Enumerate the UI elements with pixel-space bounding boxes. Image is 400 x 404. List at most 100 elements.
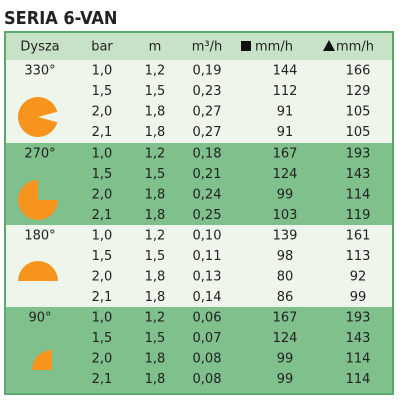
header-cell: mm/h: [255, 40, 293, 55]
cell: 167: [273, 147, 298, 162]
cell: 124: [273, 167, 298, 182]
cell: 129: [346, 84, 371, 99]
cell: 0,18: [193, 147, 222, 162]
cell: 113: [346, 249, 371, 264]
cell: 0,27: [193, 125, 222, 140]
cell: 0,13: [193, 270, 222, 285]
cell: 86: [277, 290, 294, 305]
cell: 0,06: [193, 311, 222, 326]
cell: 143: [346, 331, 371, 346]
cell: 98: [277, 249, 294, 264]
cell: 139: [273, 229, 298, 244]
nozzle-label: 330°: [24, 64, 55, 79]
cell: 1,8: [145, 352, 166, 367]
cell: 1,8: [145, 208, 166, 223]
square-icon: [241, 41, 251, 51]
cell: 105: [346, 125, 371, 140]
cell: 144: [273, 64, 298, 79]
cell: 1,5: [145, 249, 166, 264]
table-border: [4, 31, 394, 395]
cell: 1,2: [145, 311, 166, 326]
cell: 0,24: [193, 188, 222, 203]
cell: 1,5: [145, 331, 166, 346]
cell: 0,25: [193, 208, 222, 223]
cell: 99: [277, 188, 294, 203]
cell: 143: [346, 167, 371, 182]
cell: 2,1: [92, 125, 113, 140]
nozzle-icon: [18, 261, 58, 281]
cell: 1,2: [145, 229, 166, 244]
cell: 103: [273, 208, 298, 223]
cell: 0,23: [193, 84, 222, 99]
cell: 99: [350, 290, 367, 305]
cell: 0,07: [193, 331, 222, 346]
cell: 2,0: [92, 105, 113, 120]
cell: 1,0: [92, 311, 113, 326]
cell: 2,0: [92, 352, 113, 367]
cell: 1,8: [145, 270, 166, 285]
cell: 2,0: [92, 270, 113, 285]
group-bg: [5, 143, 393, 225]
header-cell: Dysza: [20, 40, 59, 55]
cell: 1,8: [145, 125, 166, 140]
cell: 1,0: [92, 229, 113, 244]
cell: 1,0: [92, 147, 113, 162]
header-cell: m: [149, 40, 162, 55]
nozzle-label: 180°: [24, 229, 55, 244]
cell: 0,21: [193, 167, 222, 182]
cell: 114: [346, 352, 371, 367]
header-cell: bar: [91, 40, 113, 55]
cell: 2,1: [92, 208, 113, 223]
cell: 2,1: [92, 372, 113, 387]
cell: 124: [273, 331, 298, 346]
cell: 119: [346, 208, 371, 223]
cell: 0,27: [193, 105, 222, 120]
cell: 0,19: [193, 64, 222, 79]
nozzle-icon: [32, 350, 52, 370]
cell: 1,8: [145, 290, 166, 305]
cell: 0,10: [193, 229, 222, 244]
cell: 1,0: [92, 64, 113, 79]
triangle-icon: [323, 40, 335, 51]
cell: 2,0: [92, 188, 113, 203]
cell: 1,5: [92, 84, 113, 99]
cell: 0,11: [193, 249, 222, 264]
group-bg: [5, 60, 393, 143]
nozzle-icon: [17, 97, 58, 138]
cell: 105: [346, 105, 371, 120]
cell: 167: [273, 311, 298, 326]
cell: 1,5: [145, 167, 166, 182]
cell: 0,08: [193, 372, 222, 387]
group-bg: [5, 307, 393, 394]
nozzle-icon: [18, 180, 58, 220]
cell: 80: [277, 270, 294, 285]
cell: 1,8: [145, 372, 166, 387]
header-cell: m³/h: [192, 40, 223, 55]
cell: 193: [346, 147, 371, 162]
cell: 92: [350, 270, 367, 285]
cell: 99: [277, 372, 294, 387]
cell: 166: [346, 64, 371, 79]
cell: 193: [346, 311, 371, 326]
cell: 1,8: [145, 105, 166, 120]
cell: 1,2: [145, 147, 166, 162]
cell: 0,08: [193, 352, 222, 367]
title: SERIA 6-VAN: [4, 8, 117, 29]
cell: 1,5: [92, 249, 113, 264]
cell: 91: [277, 105, 294, 120]
cell: 1,2: [145, 64, 166, 79]
header-cell: mm/h: [336, 40, 374, 55]
cell: 1,5: [92, 331, 113, 346]
cell: 0,14: [193, 290, 222, 305]
cell: 99: [277, 352, 294, 367]
cell: 1,8: [145, 188, 166, 203]
cell: 112: [273, 84, 298, 99]
nozzle-label: 270°: [24, 147, 55, 162]
cell: 1,5: [145, 84, 166, 99]
cell: 161: [346, 229, 371, 244]
cell: 2,1: [92, 290, 113, 305]
cell: 114: [346, 372, 371, 387]
nozzle-label: 90°: [28, 311, 51, 326]
cell: 91: [277, 125, 294, 140]
